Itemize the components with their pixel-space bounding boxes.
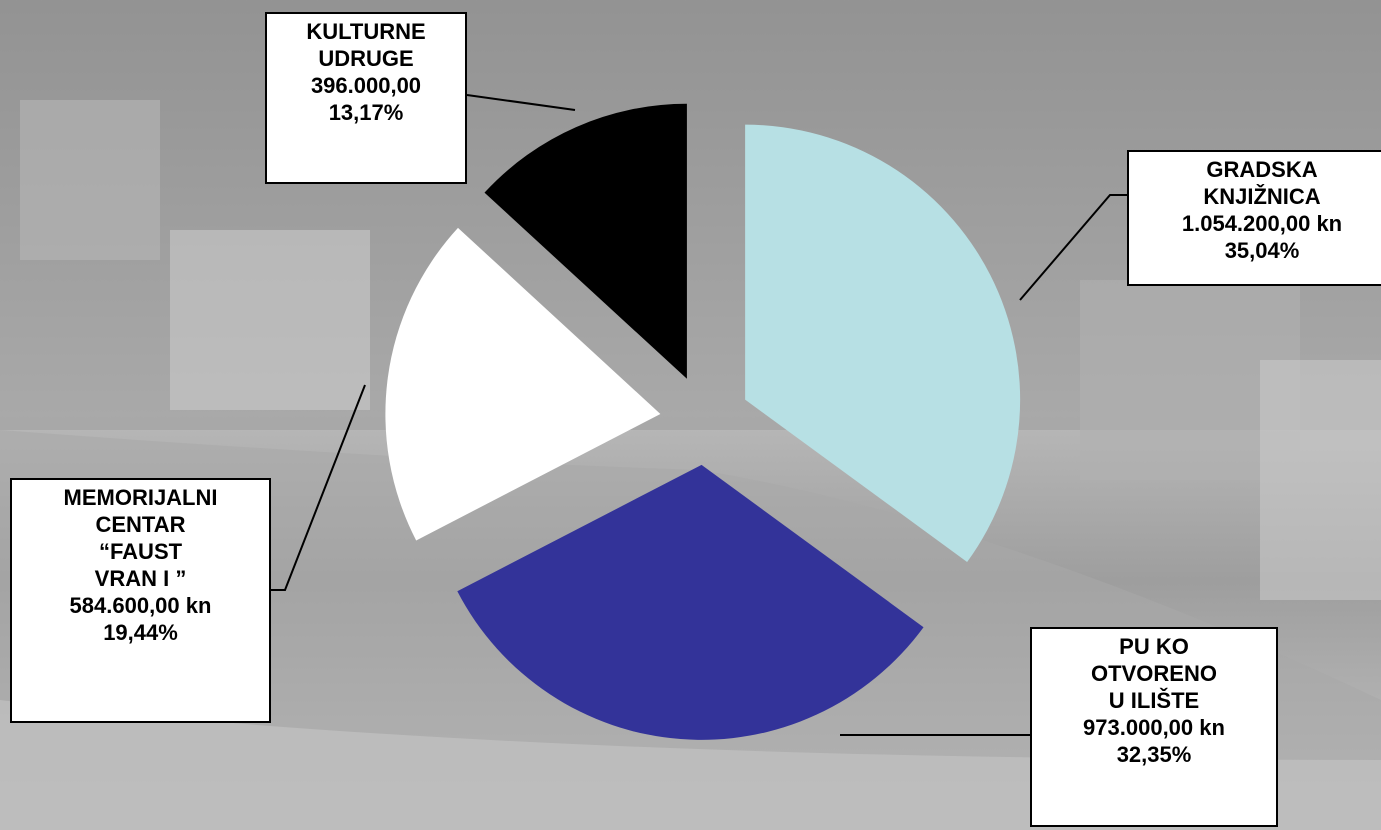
category-label: MEMORIJALNI [63, 485, 218, 510]
value-label: 584.600,00 kn [69, 593, 212, 618]
percent-label: 13,17% [328, 100, 404, 125]
category-label: VRAN I ” [94, 566, 187, 591]
category-label: CENTAR [95, 512, 186, 537]
pie-slice [745, 124, 1021, 562]
percent-label: 19,44% [103, 620, 178, 645]
category-label: KULTURNE [306, 19, 426, 44]
pie-slice [484, 103, 687, 379]
slice-label: GRADSKA KNJIŽNICA 1.054.200,00 kn 35,04% [1127, 150, 1381, 286]
pie-slice [385, 227, 661, 541]
leader-line [1019, 194, 1127, 301]
leader-line [271, 384, 366, 591]
percent-label: 32,35% [1116, 742, 1192, 767]
category-label: GRADSKA [1206, 157, 1318, 182]
value-label: 973.000,00 kn [1083, 715, 1225, 740]
category-label: PU KO [1119, 634, 1189, 659]
category-label: OTVORENO [1091, 661, 1217, 686]
slice-label: MEMORIJALNI CENTAR “FAUST VRAN I ” 584.600,0… [10, 478, 271, 723]
slice-label: KULTURNE UDRUGE 396.000,00 13,17% [265, 12, 467, 184]
category-label: U ILIŠTE [1108, 688, 1200, 713]
category-label: “FAUST [98, 539, 183, 564]
percent-label: 35,04% [1224, 238, 1300, 263]
value-label: 396.000,00 [310, 73, 422, 98]
value-label: 1.054.200,00 kn [1181, 211, 1343, 236]
category-label: KNJIŽNICA [1203, 184, 1321, 209]
pie-slice [457, 464, 924, 740]
category-label: UDRUGE [318, 46, 414, 71]
slice-label: PU KO OTVORENO U ILIŠTE 973.000,00 kn 32,35% [1030, 627, 1278, 827]
leader-line [466, 94, 576, 111]
